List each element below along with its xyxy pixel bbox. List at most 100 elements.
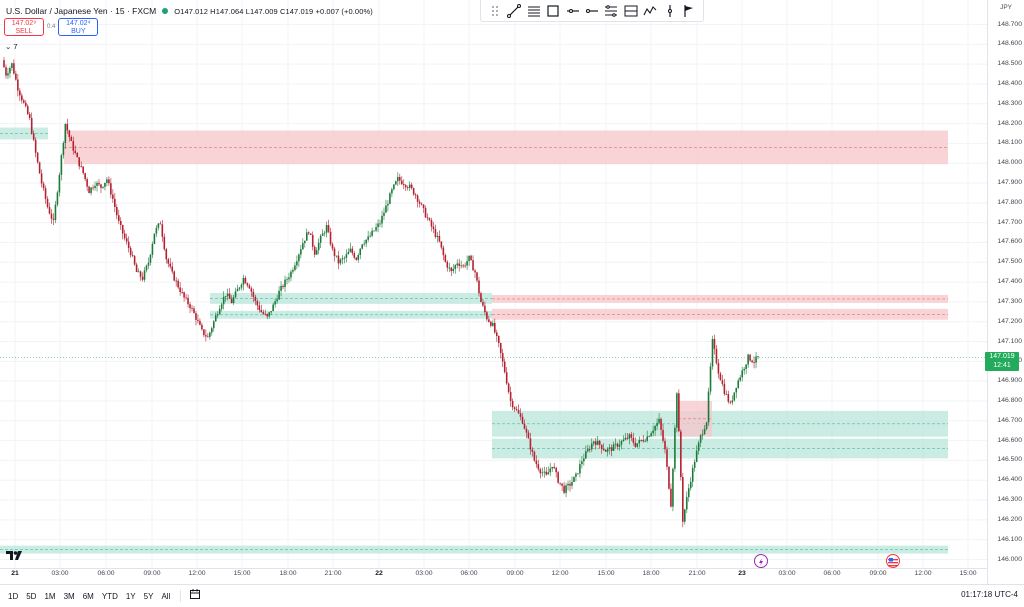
candle-body bbox=[106, 179, 108, 183]
candle-body bbox=[513, 407, 516, 410]
rectangle-icon[interactable] bbox=[545, 3, 561, 19]
candle-body bbox=[452, 268, 455, 272]
sell-label: SELL bbox=[15, 28, 33, 35]
range-5d[interactable]: 5D bbox=[26, 591, 37, 601]
candle-body bbox=[533, 451, 536, 461]
candle-body bbox=[230, 298, 233, 304]
candle-body bbox=[424, 207, 427, 218]
candle-body bbox=[175, 280, 177, 282]
candle-body bbox=[139, 271, 142, 277]
range-6m[interactable]: 6M bbox=[82, 591, 94, 601]
price-tick-label: 148.100 bbox=[997, 139, 1022, 147]
candle-body bbox=[604, 450, 607, 452]
sell-button[interactable]: 147.02⁹ SELL bbox=[4, 18, 44, 36]
horizontal-ray-icon[interactable] bbox=[565, 3, 581, 19]
candle-body bbox=[288, 277, 290, 280]
candle-body bbox=[187, 297, 189, 305]
candle-body bbox=[683, 509, 686, 522]
candle-body bbox=[321, 233, 324, 236]
candle-body bbox=[17, 79, 19, 91]
candle-body bbox=[185, 297, 187, 299]
price-tick-label: 148.200 bbox=[997, 119, 1022, 127]
candle-body bbox=[393, 184, 395, 190]
time-tick-label: 03:00 bbox=[51, 570, 69, 577]
candle-body bbox=[181, 292, 183, 293]
candle-body bbox=[15, 73, 17, 80]
candle-body bbox=[359, 248, 362, 256]
candle-body bbox=[280, 285, 282, 291]
candle-body bbox=[129, 248, 132, 256]
candle-body bbox=[363, 243, 365, 245]
candle-body bbox=[214, 315, 217, 322]
parallel-channel-icon[interactable] bbox=[603, 3, 619, 19]
buy-button[interactable]: 147.02⁴ BUY bbox=[58, 18, 99, 36]
candle-body bbox=[274, 301, 276, 305]
bottom-toolbar: 1D 5D 1M 3M 6M YTD 1Y 5Y All 01:17:18 UT… bbox=[0, 584, 1024, 607]
indicators-toggle[interactable]: ⌄ 7 bbox=[5, 42, 18, 51]
candle-body bbox=[527, 432, 530, 439]
candle-body bbox=[422, 204, 425, 208]
candle-body bbox=[638, 439, 641, 444]
range-5y[interactable]: 5Y bbox=[143, 591, 154, 601]
candle-body bbox=[66, 123, 69, 131]
candle-body bbox=[583, 458, 585, 462]
zones-layer bbox=[0, 127, 948, 554]
candle-body bbox=[755, 356, 757, 363]
fib-icon[interactable] bbox=[526, 3, 542, 19]
price-tick-label: 148.000 bbox=[997, 159, 1022, 167]
candles-layer bbox=[3, 56, 759, 528]
candle-body bbox=[573, 476, 575, 482]
range-1y[interactable]: 1Y bbox=[125, 591, 136, 601]
price-tick-label: 147.600 bbox=[997, 238, 1022, 246]
flag-icon[interactable] bbox=[681, 3, 697, 19]
fib-channel-icon[interactable] bbox=[623, 3, 639, 19]
candle-body bbox=[209, 332, 211, 337]
candle-body bbox=[693, 461, 696, 468]
candle-body bbox=[371, 230, 373, 236]
us-flag-icon[interactable] bbox=[886, 554, 900, 568]
range-ytd[interactable]: YTD bbox=[101, 591, 118, 601]
candle-body bbox=[201, 324, 203, 330]
candle-body bbox=[96, 182, 98, 186]
candle-body bbox=[474, 270, 476, 273]
candle-body bbox=[739, 377, 742, 381]
candle-body bbox=[614, 443, 617, 445]
candle-body bbox=[529, 438, 532, 450]
candle-body bbox=[290, 271, 292, 278]
path-icon[interactable] bbox=[642, 3, 658, 19]
date-range-icon[interactable] bbox=[189, 587, 201, 605]
candle-body bbox=[34, 139, 37, 153]
candle-body bbox=[302, 243, 304, 250]
tradingview-logo[interactable] bbox=[6, 548, 24, 566]
candle-body bbox=[448, 267, 451, 269]
horizontal-line-icon[interactable] bbox=[584, 3, 600, 19]
grip-icon[interactable] bbox=[487, 3, 503, 19]
candle-body bbox=[517, 409, 520, 414]
symbol-title[interactable]: U.S. Dollar / Japanese Yen · 15 · FXCM bbox=[6, 6, 157, 16]
candle-body bbox=[486, 312, 488, 320]
candle-body bbox=[559, 482, 561, 484]
price-tick-label: 147.200 bbox=[997, 317, 1022, 325]
candle-body bbox=[707, 391, 710, 423]
time-axis[interactable]: 21 03:00 06:00 09:00 12:00 15:00 18:00 21:00 22 0… bbox=[0, 568, 987, 582]
range-all[interactable]: All bbox=[161, 591, 171, 601]
range-1d[interactable]: 1D bbox=[8, 591, 19, 601]
time-tick-label: 23 bbox=[738, 570, 746, 577]
range-1m[interactable]: 1M bbox=[44, 591, 56, 601]
range-3m[interactable]: 3M bbox=[63, 591, 75, 601]
candle-body bbox=[353, 253, 356, 258]
candle-body bbox=[495, 332, 498, 336]
candle-body bbox=[86, 179, 88, 187]
candle-body bbox=[642, 440, 645, 442]
candle-body bbox=[337, 255, 340, 264]
trend-line-icon[interactable] bbox=[506, 3, 522, 19]
price-tick-label: 148.700 bbox=[997, 20, 1022, 28]
vertical-line-icon[interactable] bbox=[662, 3, 678, 19]
price-axis[interactable]: JPY 148.700 148.600 148.500 148.400 148.300 1… bbox=[987, 0, 1024, 568]
time-tick-label: 06:00 bbox=[460, 570, 478, 577]
candle-body bbox=[325, 225, 328, 233]
earnings-event-icon[interactable] bbox=[754, 554, 768, 568]
candle-body bbox=[729, 401, 732, 403]
clock[interactable]: 01:17:18 UTC-4 bbox=[961, 590, 1018, 599]
